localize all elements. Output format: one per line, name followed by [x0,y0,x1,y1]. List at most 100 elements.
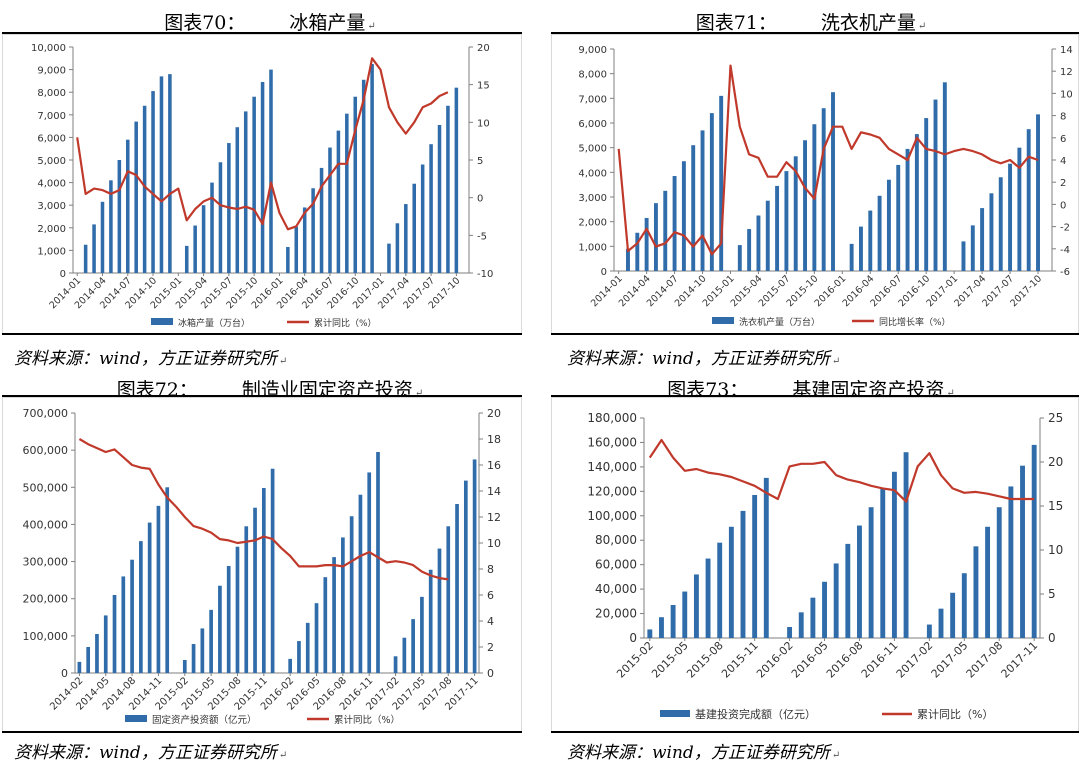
left-axis-tick-label: 0 [629,631,637,645]
bar [332,557,336,673]
chart-infrastructure-investment: 0 20,000 40,000 60,000 80,000 100,000 120,000 1… [551,397,1079,732]
bar [880,488,886,638]
left-axis-tick-label: 6,000 [37,133,66,144]
right-axis-tick-label: 5 [477,156,483,167]
left-axis-tick-label: 1,000 [37,246,66,257]
chart-refrigerator-output: 0 1,000 2,000 3,000 4,000 5,000 6,000 7,000 8,00… [2,34,522,334]
legend-line-label: 累计同比（%） [917,708,993,721]
bar [700,130,705,271]
bar [261,488,266,673]
bar [297,641,301,673]
left-axis-tick-label: 7,000 [37,111,66,122]
x-axis-tick-label: 2017-02 [894,639,936,681]
right-axis-tick-label: -5 [477,231,487,242]
bar [156,505,161,673]
left-axis-tick-label: 8,000 [37,88,66,99]
bar [209,609,213,673]
bar [210,182,214,273]
chart-svg: 0 1,000 2,000 3,000 4,000 5,000 6,000 7,000 8,00… [578,45,1073,328]
bar [345,113,349,273]
bar [970,225,975,271]
legend-bar-label: 冰箱产量（万台） [178,317,250,329]
bar [463,480,468,673]
bar [896,164,901,271]
bar [112,595,117,673]
bar [103,615,108,673]
right-axis-tick-label: 10 [477,118,490,129]
bar [353,96,358,273]
bar [323,577,328,673]
bar [367,472,372,673]
bar [235,546,240,673]
legend: 固定资产投资额（亿元） 累计同比（%） [125,714,400,726]
x-axis-tick-label: 2017-08 [964,639,1006,681]
bar [341,537,345,673]
legend-line-label: 同比增长率（%） [879,316,951,328]
left-axis-tick-label: 300,000 [23,556,69,569]
bar [151,91,155,273]
panel-washing-machine: 图表71： 洗衣机产量 ↵ 0 1,000 2,000 3,000 4,000 5,000 6,… [541,0,1081,384]
panel-refrigerator: 图表70： 冰箱产量 ↵ 0 1,000 2,000 3,000 4,000 5,000 6,0… [0,0,540,384]
left-axis-tick-label: 700,000 [23,407,69,420]
legend-bar-label: 洗衣机产量（万台） [739,316,820,328]
bar [938,608,944,638]
bar [763,477,769,638]
left-axis-tick-label: 400,000 [23,518,69,531]
x-axis-tick-label: 2015-05 [649,639,691,681]
bar [1026,129,1031,271]
left-axis-tick-label: 4,000 [578,168,607,179]
left-axis-tick-label: 7,000 [578,94,607,105]
bar [682,591,688,638]
bar [429,144,433,273]
right-axis-tick-label: 5 [1048,587,1056,601]
right-axis-tick-label: 10 [1060,89,1073,100]
bar [831,92,835,271]
bar [626,248,630,271]
legend-bar-swatch [712,317,734,324]
right-axis-tick-label: 4 [1060,156,1066,167]
bar [446,526,451,673]
legend-bar-swatch [151,318,173,325]
left-axis-tick-label: 5,000 [37,156,66,167]
bar [446,105,450,273]
title-rule [2,32,522,34]
return-mark-icon: ↵ [946,388,955,399]
bar [358,494,363,673]
bar [737,245,742,271]
bar [472,459,477,673]
chart-manufacturing-investment: 0 100,000 200,000 300,000 400,000 500,000 600,… [2,397,522,732]
figure-caption: 冰箱产量 [289,12,366,34]
right-axis-tick-label: 16 [487,459,501,472]
x-axis-tick-label: 2016-02 [754,639,796,681]
bar [437,124,442,273]
return-mark-icon: ↵ [367,21,376,32]
bar [349,516,354,673]
legend-bar-swatch [125,715,147,722]
left-axis-tick-label: 0 [61,667,68,680]
bar [182,660,187,673]
right-axis-tick-label: 12 [1060,67,1073,78]
bar [996,507,1002,638]
chart-svg: 0 1,000 2,000 3,000 4,000 5,000 6,000 7,000 8,00… [31,43,493,329]
bar [100,201,105,273]
bar [121,576,126,673]
bar [635,232,640,271]
bar [653,203,658,271]
bar [286,247,290,273]
bar [86,647,91,673]
left-axis-tick-label: 500,000 [23,481,69,494]
source-note: 资料来源：wind，方正证券研究所 ↵ [14,743,288,763]
bar [404,204,408,273]
bar [142,105,147,273]
bar [728,526,734,638]
bar [787,627,793,638]
bar [709,113,714,271]
bar [961,241,966,271]
bar [288,658,293,673]
bar [752,495,758,638]
bar [455,504,459,673]
right-axis-tick-label: -6 [1060,267,1070,278]
bar [201,205,206,273]
source-note: 资料来源：wind，方正证券研究所 ↵ [14,349,288,369]
legend: 基建投资完成额（亿元） 累计同比（%） [660,707,993,721]
